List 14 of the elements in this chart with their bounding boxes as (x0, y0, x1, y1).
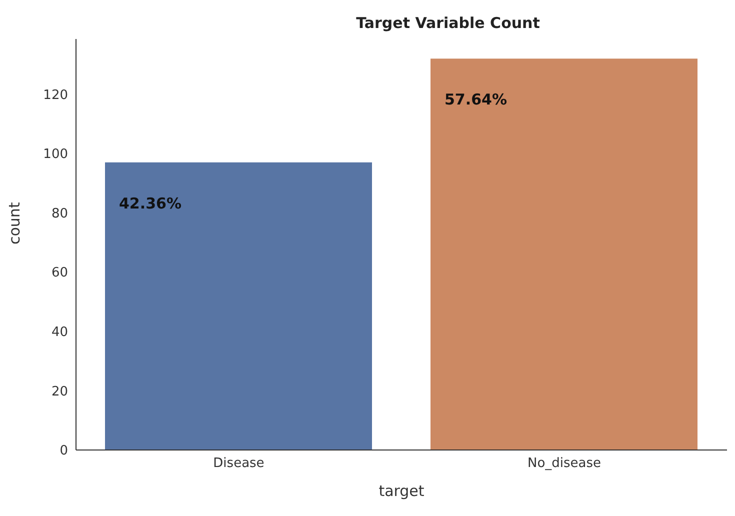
chart-title: Target Variable Count (355, 14, 541, 32)
x-axis-title: target (378, 482, 424, 500)
y-tick-label: 80 (51, 206, 68, 222)
annotation: 42.36% (119, 194, 182, 212)
annotation: 57.64% (444, 90, 507, 109)
y-tick-label: 40 (51, 325, 68, 340)
x-tick-label: No_disease (527, 456, 602, 472)
y-tick-label: 20 (51, 384, 68, 400)
y-tick-label: 0 (60, 444, 68, 459)
y-axis-title: count (5, 202, 24, 244)
y-tick-label: 100 (43, 147, 68, 162)
y-tick-label: 60 (51, 266, 68, 281)
y-tick-label: 120 (43, 88, 68, 103)
x-tick-label: Disease (213, 456, 264, 472)
